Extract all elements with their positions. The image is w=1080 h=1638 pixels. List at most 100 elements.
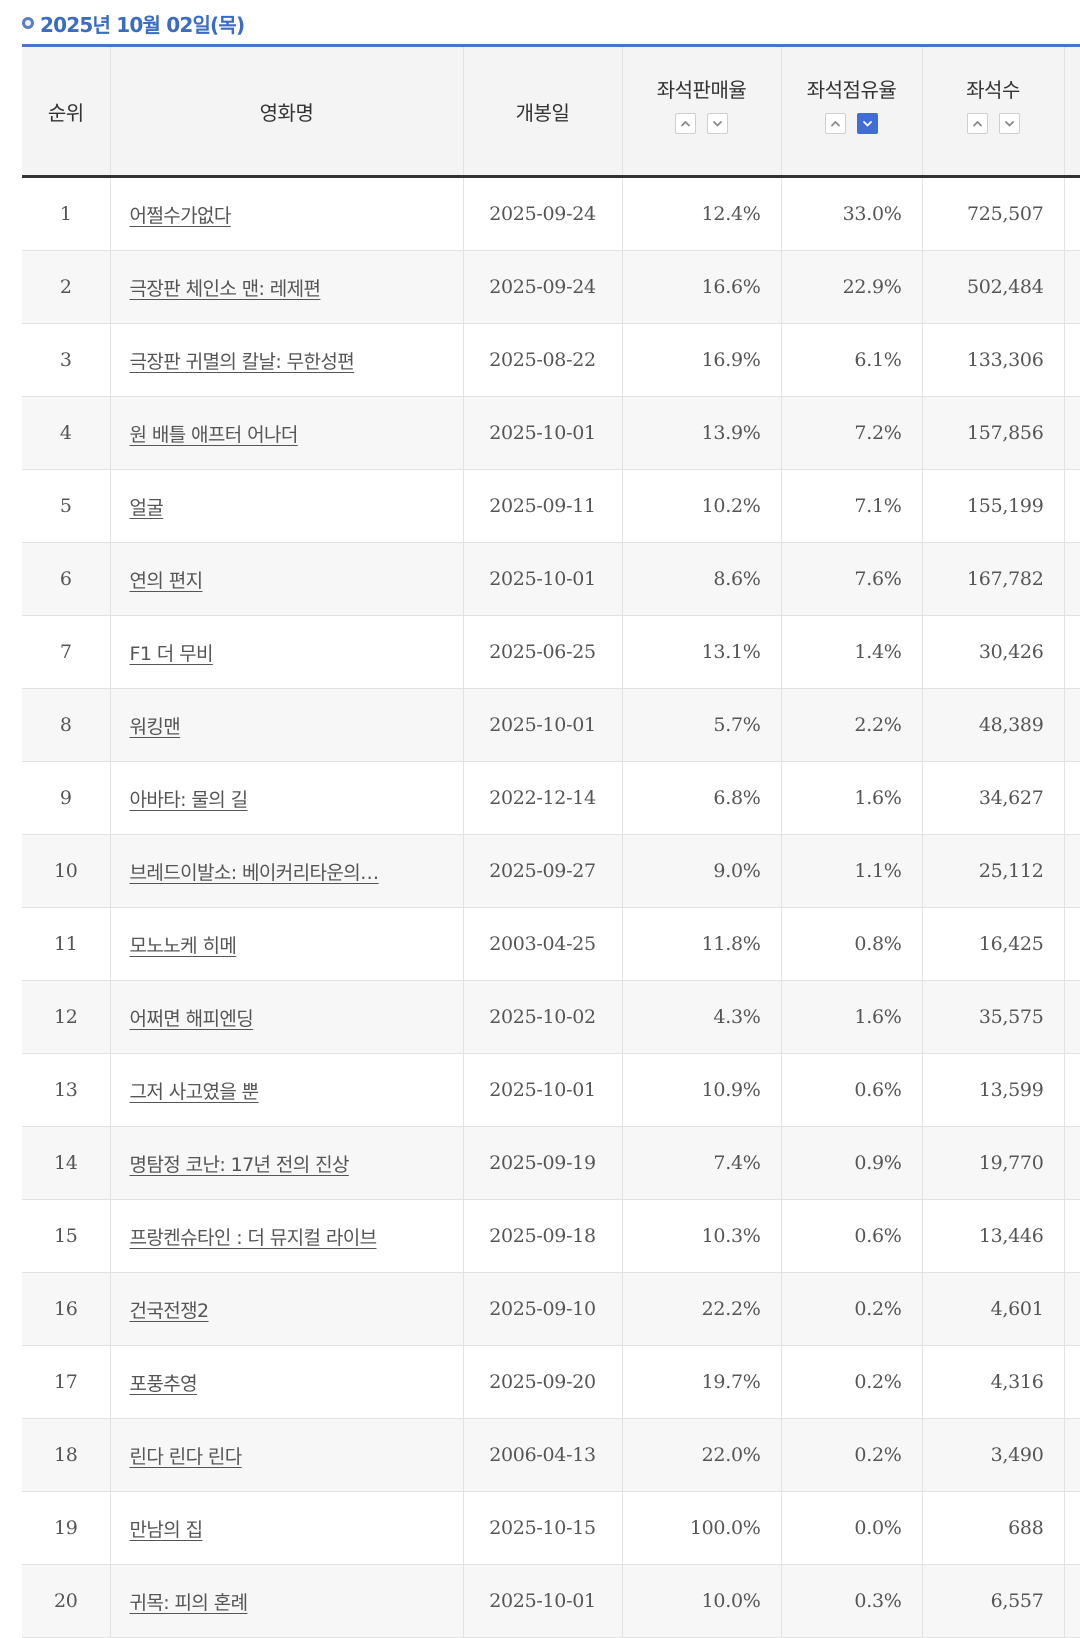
open-date-cell: 2003-04-25 <box>463 907 623 981</box>
truncated-cell <box>1064 1199 1080 1273</box>
sort-desc-button[interactable] <box>998 113 1020 134</box>
movie-title-link[interactable]: 아바타: 물의 길 <box>129 788 249 811</box>
table-row: 1 어쩔수가없다 2025-09-24 12.4% 33.0% 725,507 <box>22 176 1080 251</box>
occupancy-rate-cell: 7.6% <box>781 542 923 616</box>
rank-cell: 11 <box>22 907 111 981</box>
table-row: 7 F1 더 무비 2025-06-25 13.1% 1.4% 30,426 <box>22 615 1080 689</box>
date-header: 2025년 10월 02일(목) <box>22 8 245 38</box>
movie-title-link[interactable]: 얼굴 <box>129 496 164 519</box>
column-header-sales-rate: 좌석판매율 <box>622 47 782 178</box>
truncated-cell <box>1064 1272 1080 1346</box>
sales-rate-cell: 19.7% <box>622 1345 782 1419</box>
movie-title-link[interactable]: 연의 편지 <box>129 569 204 592</box>
column-header-occupancy-rate: 좌석점유율 <box>781 47 923 178</box>
title-cell: 브레드이발소: 베이커리타운의… <box>110 834 464 908</box>
seats-cell: 3,490 <box>922 1418 1065 1492</box>
seats-cell: 30,426 <box>922 615 1065 689</box>
seat-rank-table: 순위 영화명 개봉일 좌석판매율 좌석점유율 <box>22 47 1080 1638</box>
seats-cell: 4,601 <box>922 1272 1065 1346</box>
seats-cell: 167,782 <box>922 542 1065 616</box>
truncated-cell <box>1064 1491 1080 1565</box>
table-row: 17 포풍추영 2025-09-20 19.7% 0.2% 4,316 <box>22 1345 1080 1419</box>
open-date-cell: 2025-09-20 <box>463 1345 623 1419</box>
movie-title-link[interactable]: 모노노케 히메 <box>129 934 237 957</box>
occupancy-rate-cell: 0.8% <box>781 907 923 981</box>
sales-rate-cell: 5.7% <box>622 688 782 762</box>
column-header-label: 좌석수 <box>966 78 1020 102</box>
table-row: 5 얼굴 2025-09-11 10.2% 7.1% 155,199 <box>22 469 1080 543</box>
title-cell: F1 더 무비 <box>110 615 464 689</box>
truncated-cell <box>1064 907 1080 981</box>
sales-rate-cell: 22.2% <box>622 1272 782 1346</box>
title-cell: 만남의 집 <box>110 1491 464 1565</box>
rank-cell: 15 <box>22 1199 111 1273</box>
open-date-cell: 2025-10-01 <box>463 1564 623 1638</box>
sort-desc-button[interactable] <box>707 113 728 134</box>
rank-cell: 1 <box>22 176 111 251</box>
table-row: 10 브레드이발소: 베이커리타운의… 2025-09-27 9.0% 1.1% 25,1… <box>22 834 1080 908</box>
movie-title-link[interactable]: 그저 사고였을 뿐 <box>129 1080 260 1103</box>
title-cell: 어쩌면 해피엔딩 <box>110 980 464 1054</box>
rank-cell: 18 <box>22 1418 111 1492</box>
sort-asc-button[interactable] <box>675 113 696 134</box>
occupancy-rate-cell: 6.1% <box>781 323 923 397</box>
movie-title-link[interactable]: 극장판 귀멸의 칼날: 무한성편 <box>129 350 355 373</box>
seats-cell: 6,557 <box>922 1564 1065 1638</box>
movie-title-link[interactable]: F1 더 무비 <box>129 642 214 665</box>
movie-title-link[interactable]: 극장판 체인소 맨: 레제편 <box>129 277 322 300</box>
open-date-cell: 2022-12-14 <box>463 761 623 835</box>
sort-asc-button[interactable] <box>825 113 846 134</box>
seats-cell: 13,599 <box>922 1053 1065 1127</box>
seats-cell: 48,389 <box>922 688 1065 762</box>
movie-title-link[interactable]: 어쩌면 해피엔딩 <box>129 1007 254 1030</box>
rank-cell: 5 <box>22 469 111 543</box>
truncated-cell <box>1064 1053 1080 1127</box>
table-row: 8 워킹맨 2025-10-01 5.7% 2.2% 48,389 <box>22 688 1080 762</box>
movie-title-link[interactable]: 귀목: 피의 혼례 <box>129 1591 249 1614</box>
movie-title-link[interactable]: 어쩔수가없다 <box>129 204 232 227</box>
movie-title-link[interactable]: 만남의 집 <box>129 1518 204 1541</box>
movie-title-link[interactable]: 프랑켄슈타인 : 더 뮤지컬 라이브 <box>129 1226 378 1249</box>
rank-cell: 20 <box>22 1564 111 1638</box>
title-cell: 귀목: 피의 혼례 <box>110 1564 464 1638</box>
occupancy-rate-cell: 1.6% <box>781 761 923 835</box>
truncated-cell <box>1064 834 1080 908</box>
truncated-cell <box>1064 688 1080 762</box>
table-row: 13 그저 사고였을 뿐 2025-10-01 10.9% 0.6% 13,599 <box>22 1053 1080 1127</box>
movie-title-link[interactable]: 명탐정 코난: 17년 전의 진상 <box>129 1153 350 1176</box>
open-date-cell: 2025-09-24 <box>463 250 623 324</box>
movie-title-link[interactable]: 린다 린다 린다 <box>129 1445 243 1468</box>
title-cell: 아바타: 물의 길 <box>110 761 464 835</box>
movie-title-link[interactable]: 원 배틀 애프터 어나더 <box>129 423 299 446</box>
movie-title-link[interactable]: 브레드이발소: 베이커리타운의… <box>129 861 380 884</box>
movie-title-link[interactable]: 건국전쟁2 <box>129 1299 210 1322</box>
rank-cell: 4 <box>22 396 111 470</box>
movie-title-link[interactable]: 포풍추영 <box>129 1372 198 1395</box>
truncated-cell <box>1064 469 1080 543</box>
header-divider <box>22 44 1080 47</box>
seats-cell: 688 <box>922 1491 1065 1565</box>
open-date-cell: 2006-04-13 <box>463 1418 623 1492</box>
rank-cell: 8 <box>22 688 111 762</box>
sort-asc-button[interactable] <box>966 113 988 134</box>
sort-desc-button[interactable] <box>857 113 878 134</box>
table-row: 2 극장판 체인소 맨: 레제편 2025-09-24 16.6% 22.9% 502,4… <box>22 250 1080 324</box>
table-header-row: 순위 영화명 개봉일 좌석판매율 좌석점유율 <box>22 47 1080 178</box>
title-cell: 포풍추영 <box>110 1345 464 1419</box>
rank-cell: 9 <box>22 761 111 835</box>
truncated-cell <box>1064 396 1080 470</box>
truncated-cell <box>1064 761 1080 835</box>
seats-cell: 16,425 <box>922 907 1065 981</box>
occupancy-rate-cell: 22.9% <box>781 250 923 324</box>
rank-cell: 6 <box>22 542 111 616</box>
table-row: 16 건국전쟁2 2025-09-10 22.2% 0.2% 4,601 <box>22 1272 1080 1346</box>
seats-cell: 133,306 <box>922 323 1065 397</box>
title-cell: 프랑켄슈타인 : 더 뮤지컬 라이브 <box>110 1199 464 1273</box>
chevron-up-icon <box>681 121 690 127</box>
movie-title-link[interactable]: 워킹맨 <box>129 715 181 738</box>
occupancy-rate-cell: 0.2% <box>781 1345 923 1419</box>
sales-rate-cell: 4.3% <box>622 980 782 1054</box>
seats-cell: 157,856 <box>922 396 1065 470</box>
title-cell: 린다 린다 린다 <box>110 1418 464 1492</box>
title-cell: 어쩔수가없다 <box>110 176 464 251</box>
